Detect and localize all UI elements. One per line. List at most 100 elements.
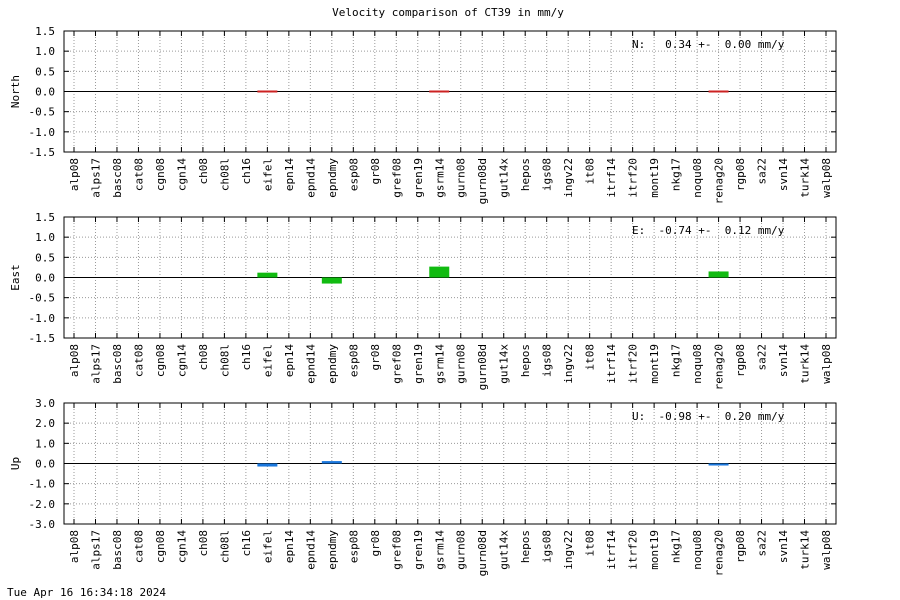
y-tick-label: 3.0 xyxy=(35,397,55,410)
x-tick-label: gref08 xyxy=(390,344,403,384)
x-tick-label: gren19 xyxy=(412,530,425,570)
x-tick-label: gut14x xyxy=(498,530,511,570)
stat-annotation: U: -0.98 +- 0.20 mm/y xyxy=(632,410,785,423)
x-tick-label: nkg17 xyxy=(670,530,683,563)
y-tick-label: 1.5 xyxy=(35,211,55,224)
x-tick-label: ingv22 xyxy=(562,344,575,384)
x-tick-label: gurn08 xyxy=(455,530,468,570)
x-tick-label: svn14 xyxy=(777,158,790,191)
x-tick-label: gurn08 xyxy=(455,158,468,198)
bar-eifel xyxy=(257,463,278,467)
x-tick-label: it08 xyxy=(584,344,597,371)
y-tick-label: 1.0 xyxy=(35,231,55,244)
y-axis-label: Up xyxy=(9,457,22,470)
x-tick-label: epnd14 xyxy=(304,158,317,198)
y-tick-label: 0.0 xyxy=(35,458,55,471)
stat-annotation: E: -0.74 +- 0.12 mm/y xyxy=(632,224,785,237)
x-tick-label: epn14 xyxy=(283,344,296,377)
x-tick-label: cgn08 xyxy=(154,344,167,377)
bar-gsrm14 xyxy=(429,90,450,93)
x-tick-label: ch08l xyxy=(218,158,231,191)
bar-gsrm14 xyxy=(429,266,450,278)
x-tick-label: gurn08d xyxy=(476,530,489,576)
x-tick-label: it08 xyxy=(584,530,597,557)
x-tick-label: epndmy xyxy=(326,530,339,570)
chart-title: Velocity comparison of CT39 in mm/y xyxy=(332,6,564,19)
x-tick-label: walp08 xyxy=(820,344,833,384)
x-tick-label: gren19 xyxy=(412,158,425,198)
x-tick-label: alp08 xyxy=(68,158,81,191)
x-tick-label: esp08 xyxy=(347,530,360,563)
x-tick-label: epn14 xyxy=(283,158,296,191)
x-tick-label: ingv22 xyxy=(562,530,575,570)
x-tick-label: ch08 xyxy=(197,344,210,371)
panel-up: -3.0 -2.0 -1.0 0.0 1.0 2.0 3.0 alp08 alps17 basc0… xyxy=(9,397,837,576)
x-tick-label: noqu08 xyxy=(691,530,704,570)
x-tick-label: svn14 xyxy=(777,530,790,563)
y-axis-label: East xyxy=(9,264,22,291)
x-tick-label: gren19 xyxy=(412,344,425,384)
x-tick-label: alps17 xyxy=(89,344,102,384)
x-tick-label: igs08 xyxy=(541,158,554,191)
x-tick-label: rgp08 xyxy=(734,344,747,377)
panel-east: -1.5 -1.0 -0.5 0.0 0.5 1.0 1.5 alp08 alps17 basc0… xyxy=(9,211,837,390)
x-tick-label: ch16 xyxy=(240,344,253,371)
x-tick-label: sa22 xyxy=(756,344,769,371)
x-tick-label: alps17 xyxy=(89,530,102,570)
x-tick-label: ingv22 xyxy=(562,158,575,198)
bar-renag20 xyxy=(708,463,729,466)
x-tick-label: svn14 xyxy=(777,344,790,377)
bar-renag20 xyxy=(708,271,729,278)
y-tick-label: 0.5 xyxy=(35,251,55,264)
x-tick-label: eifel xyxy=(261,344,274,377)
x-tick-label: eifel xyxy=(261,158,274,191)
y-tick-label: -2.0 xyxy=(29,498,56,511)
y-axis-label: North xyxy=(9,75,22,108)
x-tick-label: gref08 xyxy=(390,158,403,198)
x-tick-label: ch16 xyxy=(240,158,253,185)
x-tick-label: gref08 xyxy=(390,530,403,570)
x-tick-label: cgn14 xyxy=(175,158,188,191)
y-tick-label: 0.5 xyxy=(35,65,55,78)
y-tick-label: 1.0 xyxy=(35,45,55,58)
x-tick-label: basc08 xyxy=(111,158,124,198)
x-tick-label: it08 xyxy=(584,158,597,185)
x-tick-label: rgp08 xyxy=(734,530,747,563)
x-tick-label: cgn08 xyxy=(154,530,167,563)
y-tick-label: 2.0 xyxy=(35,417,55,430)
x-tick-label: hepos xyxy=(519,530,532,563)
bar-renag20 xyxy=(708,90,729,93)
x-tick-label: walp08 xyxy=(820,530,833,570)
plot-frame xyxy=(63,402,837,525)
bar-epndmy xyxy=(321,461,342,464)
x-tick-label: itrf14 xyxy=(605,530,618,570)
x-tick-label: basc08 xyxy=(111,530,124,570)
x-tick-label: gsrm14 xyxy=(433,344,446,384)
x-tick-label: gurn08 xyxy=(455,344,468,384)
x-tick-label: noqu08 xyxy=(691,158,704,198)
x-tick-label: epnd14 xyxy=(304,344,317,384)
x-tick-label: alp08 xyxy=(68,344,81,377)
x-tick-label: cgn08 xyxy=(154,158,167,191)
x-tick-label: mont19 xyxy=(648,344,661,384)
timestamp-footer: Tue Apr 16 16:34:18 2024 xyxy=(7,586,166,599)
y-tick-label: -1.0 xyxy=(29,312,56,325)
x-tick-label: hepos xyxy=(519,344,532,377)
x-tick-label: alp08 xyxy=(68,530,81,563)
x-tick-label: cgn14 xyxy=(175,530,188,563)
x-tick-label: ch08 xyxy=(197,530,210,557)
y-tick-label: -1.5 xyxy=(29,332,56,345)
x-tick-label: itrf14 xyxy=(605,344,618,384)
x-tick-label: renag20 xyxy=(713,530,726,576)
x-tick-label: gsrm14 xyxy=(433,530,446,570)
x-tick-label: alps17 xyxy=(89,158,102,198)
x-tick-label: igs08 xyxy=(541,344,554,377)
x-tick-label: turk14 xyxy=(799,530,812,570)
x-tick-label: gr08 xyxy=(369,344,382,371)
x-tick-label: mont19 xyxy=(648,158,661,198)
x-tick-label: noqu08 xyxy=(691,344,704,384)
x-tick-label: itrf20 xyxy=(627,344,640,384)
y-tick-label: -1.0 xyxy=(29,478,56,491)
x-tick-label: sa22 xyxy=(756,158,769,185)
